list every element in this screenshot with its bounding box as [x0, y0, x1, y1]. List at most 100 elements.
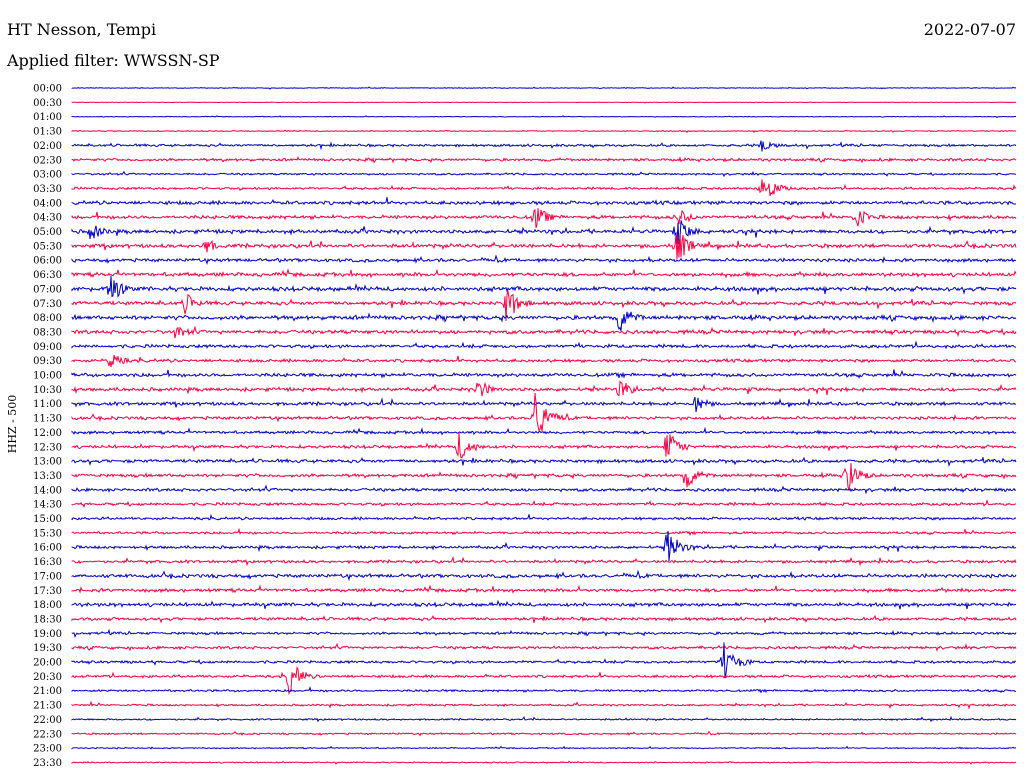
row-time-label: 21:30 — [33, 701, 62, 712]
row-time-label: 17:30 — [33, 586, 62, 597]
y-axis-label: HHZ - 500 — [6, 395, 19, 454]
trace-row — [71, 666, 1017, 696]
row-time-label: 00:30 — [33, 98, 62, 109]
row-time-label: 04:30 — [33, 213, 62, 224]
trace-row — [71, 527, 1017, 537]
trace-row — [71, 700, 1017, 710]
row-time-label: 11:00 — [33, 399, 62, 410]
row-time-label: 18:00 — [33, 600, 62, 611]
row-time-label: 06:30 — [33, 270, 62, 281]
trace-row — [71, 101, 1017, 104]
row-time-label: 15:30 — [33, 528, 62, 539]
trace-row — [71, 197, 1016, 207]
row-time-label: 16:00 — [33, 543, 62, 554]
row-time-label: 23:00 — [33, 744, 62, 755]
row-time-label: 02:30 — [33, 155, 62, 166]
trace-row — [71, 498, 1017, 509]
trace-row — [71, 730, 1017, 737]
row-time-label: 19:00 — [33, 629, 62, 640]
filter-label: Applied filter: WWSSN-SP — [6, 51, 220, 70]
trace-row — [71, 599, 1017, 610]
row-time-label: 20:00 — [33, 658, 62, 669]
trace-row — [71, 685, 1016, 694]
row-time-label: 22:30 — [33, 729, 62, 740]
row-time-label: 09:00 — [33, 342, 62, 353]
row-time-label: 03:00 — [33, 170, 62, 181]
trace-row — [71, 715, 1017, 723]
row-time-label: 05:30 — [33, 241, 62, 252]
trace-row — [71, 208, 1017, 229]
trace-row — [71, 463, 1017, 492]
row-time-label: 23:30 — [33, 758, 62, 769]
row-time-label: 18:30 — [33, 614, 62, 625]
row-time-label: 08:00 — [33, 313, 62, 324]
row-time-label: 14:30 — [33, 500, 62, 511]
row-time-label: 15:00 — [33, 514, 62, 525]
trace-row — [71, 354, 1017, 368]
trace-row — [71, 140, 1017, 152]
trace-row — [71, 642, 1017, 679]
trace-row — [71, 275, 1017, 298]
trace-row — [71, 340, 1017, 350]
row-time-label: 07:30 — [33, 299, 62, 310]
trace-row — [71, 745, 1016, 750]
row-time-label: 03:30 — [33, 184, 62, 195]
trace-row — [71, 311, 1017, 332]
trace-row — [71, 432, 1017, 459]
trace-row — [71, 426, 1017, 436]
row-time-label: 01:30 — [33, 127, 62, 138]
row-time-label: 14:00 — [33, 485, 62, 496]
trace-row — [71, 614, 1017, 624]
row-time-label: 10:00 — [33, 371, 62, 382]
trace-row — [71, 268, 1017, 279]
trace-row — [71, 129, 1017, 134]
trace-row — [71, 760, 1017, 765]
row-time-label: 00:00 — [33, 84, 62, 95]
trace-row — [71, 531, 1017, 562]
trace-row — [71, 555, 1017, 567]
row-time-label: 07:00 — [33, 284, 62, 295]
trace-row — [71, 380, 1017, 397]
row-time-label: 19:30 — [33, 643, 62, 654]
trace-row — [71, 584, 1017, 594]
trace-row — [71, 220, 1017, 245]
trace-row — [71, 290, 1017, 322]
trace-row — [71, 569, 1017, 582]
trace-rows: 00:00 00:30 01:00 01:30 02:00 02:30 03:00 03:30… — [33, 84, 1017, 769]
date-label: 2022-07-07 — [924, 20, 1016, 39]
trace-row — [71, 456, 1017, 468]
row-time-label: 20:30 — [33, 672, 62, 683]
trace-row — [71, 254, 1017, 266]
trace-row — [71, 642, 1017, 652]
row-time-label: 02:00 — [33, 141, 62, 152]
row-time-label: 05:00 — [33, 227, 62, 238]
trace-row — [71, 156, 1017, 164]
row-time-label: 22:00 — [33, 715, 62, 726]
trace-row — [71, 369, 1017, 379]
row-time-label: 13:00 — [33, 457, 62, 468]
row-time-label: 08:30 — [33, 327, 62, 338]
trace-row — [71, 484, 1017, 495]
trace-row — [71, 628, 1017, 638]
row-time-label: 10:30 — [33, 385, 62, 396]
trace-row — [71, 86, 1017, 90]
trace-row — [71, 179, 1017, 197]
station-title: HT Nesson, Tempi — [7, 20, 156, 39]
row-time-label: 21:00 — [33, 686, 62, 697]
row-time-label: 12:00 — [33, 428, 62, 439]
trace-row — [71, 392, 1017, 433]
row-time-label: 04:00 — [33, 198, 62, 209]
trace-row — [71, 513, 1017, 521]
row-time-label: 01:00 — [33, 112, 62, 123]
trace-row — [71, 233, 1017, 260]
trace-row — [71, 325, 1017, 339]
trace-row — [71, 170, 1017, 178]
row-time-label: 13:30 — [33, 471, 62, 482]
row-time-label: 16:30 — [33, 557, 62, 568]
row-time-label: 06:00 — [33, 256, 62, 267]
row-time-label: 12:30 — [33, 442, 62, 453]
row-time-label: 17:00 — [33, 571, 62, 582]
trace-row — [71, 396, 1017, 413]
trace-row — [71, 115, 1016, 119]
